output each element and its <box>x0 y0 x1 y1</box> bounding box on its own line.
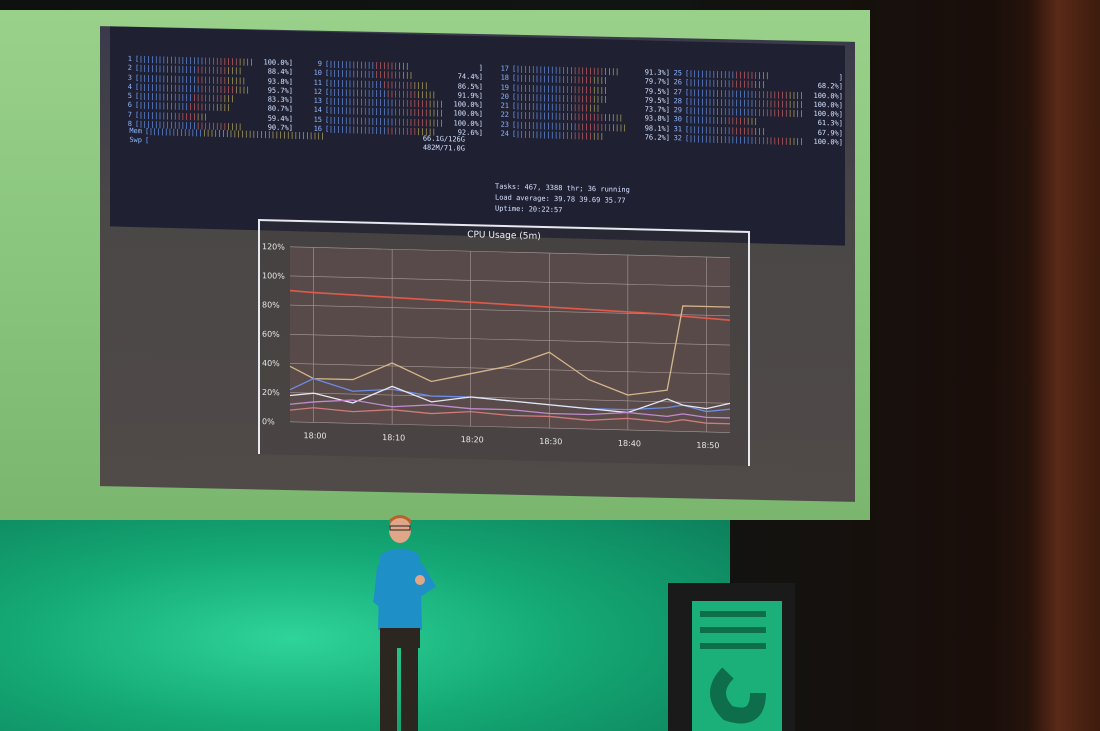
speaker <box>373 515 437 731</box>
cpu-number: 10 <box>313 69 322 78</box>
cpu-number: 3 <box>127 73 132 82</box>
cpu-number: 2 <box>127 64 132 73</box>
cpu-number: 9 <box>317 59 322 68</box>
cpu-number: 14 <box>313 106 322 115</box>
cpu-column-1: 1 [|||||||||||||||||||||||||||||| 100.0%] 2… <box>118 55 293 134</box>
cpu-number: 28 <box>673 97 682 106</box>
cpu-number: 18 <box>500 73 509 83</box>
x-tick-label: 18:40 <box>618 439 641 449</box>
x-tick-label: 18:10 <box>382 433 405 443</box>
cpu-number: 21 <box>500 101 509 111</box>
gridline <box>290 275 730 287</box>
cpu-number: 30 <box>673 115 682 124</box>
series-line-1 <box>289 289 731 322</box>
wood-panel <box>1030 0 1100 731</box>
cpu-number: 6 <box>127 101 132 110</box>
cpu-column-4: 25 [||||||||||||||||||||| ] 26 [|||||||||||… <box>668 69 843 148</box>
gridline <box>290 363 730 375</box>
cpu-usage-chart: CPU Usage (5m) 120% 100% 80% 60% 40% 20% 0% 18:… <box>258 218 750 467</box>
cpu-number: 19 <box>500 83 509 92</box>
x-tick-label: 18:50 <box>696 441 719 451</box>
gridline <box>290 392 730 404</box>
y-tick-label: 40% <box>262 359 280 368</box>
htop-terminal: 1 [|||||||||||||||||||||||||||||| 100.0%] 2… <box>110 26 845 246</box>
cpu-number: 24 <box>500 129 509 138</box>
cpu-percent: ] <box>478 64 483 73</box>
y-tick-label: 60% <box>262 330 280 339</box>
cpu-column-3: 17 [||||||||||||||||||||||||||| 91.3%] 18[… <box>495 64 670 143</box>
cpu-number: 11 <box>313 78 322 87</box>
cpu-column-2: 9 [||||||||||||||||||||| ] 10 [||||||||||||… <box>308 60 483 139</box>
cpu-number: 13 <box>313 96 322 106</box>
cpu-number: 1 <box>127 54 132 63</box>
cpu-number: 20 <box>500 92 509 101</box>
series-line-4 <box>289 385 731 414</box>
gridline <box>290 246 730 258</box>
htop-stats: Tasks: 467, 3388 thr; 36 running Load av… <box>495 181 630 218</box>
cpu-number: 32 <box>673 134 682 143</box>
cpu-percent: 100.0%] <box>813 137 843 147</box>
cpu-number: 27 <box>673 87 682 96</box>
cpu-percent: ] <box>838 73 843 82</box>
cpu-number: 15 <box>313 115 322 124</box>
series-line-5 <box>289 399 730 419</box>
cpu-number: 5 <box>127 92 132 101</box>
y-tick-label: 100% <box>262 271 285 281</box>
cpu-bar: [|||||||||||||||||||||||||||||| <box>685 134 804 146</box>
cpu-percent: 76.2%] <box>644 133 670 143</box>
series-line-6 <box>289 407 730 425</box>
y-tick-label: 0% <box>262 417 275 426</box>
x-tick-label: 18:30 <box>539 437 562 447</box>
y-tick-label: 20% <box>262 388 280 397</box>
x-tick-label: 18:20 <box>461 435 484 445</box>
cpu-number: 7 <box>127 110 132 119</box>
chart-plot: 120% 100% 80% 60% 40% 20% 0% 18:00 18:10 18:20 18:… <box>262 242 731 451</box>
y-tick-label: 120% <box>262 242 285 252</box>
cpu-number: 4 <box>127 82 132 91</box>
series-line-2 <box>289 305 730 396</box>
cpu-number: 29 <box>673 106 682 115</box>
swp-value: 482M/71.0G <box>422 143 465 153</box>
green-stage-backdrop <box>0 500 730 731</box>
cpu-number: 22 <box>500 111 509 120</box>
cpu-bar: [||||||||||||||||||||||| <box>512 129 604 141</box>
gridline <box>290 333 730 346</box>
cpu-number: 26 <box>673 78 682 87</box>
x-tick-label: 18:00 <box>304 431 327 441</box>
cpu-number: 25 <box>673 69 682 78</box>
y-tick-label: 80% <box>262 300 280 309</box>
cpu-number: 12 <box>313 87 322 96</box>
podium <box>668 583 795 731</box>
cpu-number: 23 <box>500 120 509 129</box>
cpu-number: 31 <box>673 124 682 134</box>
gridline <box>290 421 730 433</box>
cpu-number: 17 <box>500 64 509 73</box>
